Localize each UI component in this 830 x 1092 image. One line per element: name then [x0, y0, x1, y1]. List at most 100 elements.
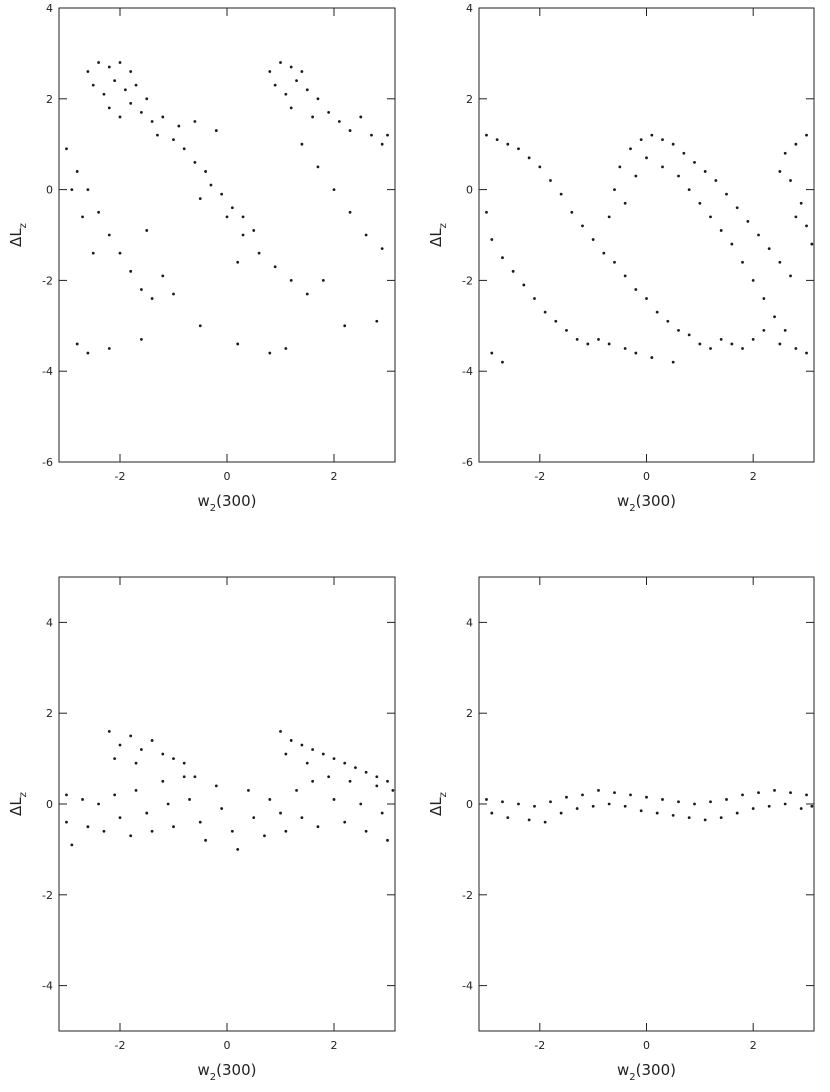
point	[279, 61, 282, 64]
y-tick-label: 2	[466, 707, 473, 720]
point	[735, 206, 739, 210]
point	[517, 147, 520, 151]
point	[332, 757, 336, 760]
point	[134, 83, 138, 87]
point	[241, 233, 245, 237]
point	[698, 201, 702, 205]
point	[645, 795, 648, 799]
point	[295, 788, 298, 792]
point	[97, 210, 100, 214]
point	[150, 739, 154, 742]
point	[182, 147, 186, 151]
point	[252, 229, 256, 232]
point	[741, 347, 744, 350]
point	[613, 791, 616, 795]
point	[629, 147, 632, 151]
point	[284, 829, 288, 833]
x-label-sub: 2	[629, 503, 635, 514]
point	[220, 807, 224, 810]
point	[485, 210, 488, 214]
x-tick-label: -2	[534, 1039, 545, 1052]
point	[789, 274, 792, 278]
y-tick-label: -6	[462, 456, 473, 469]
point	[538, 165, 542, 169]
point	[220, 192, 224, 196]
point	[102, 92, 106, 96]
point	[671, 813, 675, 817]
point	[607, 802, 611, 806]
point	[671, 142, 675, 146]
point	[767, 804, 771, 808]
point	[565, 795, 568, 799]
point	[107, 347, 111, 350]
point	[300, 743, 304, 747]
y-label-base: ΔL	[7, 228, 25, 247]
point	[118, 61, 122, 64]
point	[810, 804, 814, 808]
point	[805, 351, 808, 355]
point	[661, 165, 664, 169]
point	[359, 802, 363, 806]
point	[134, 788, 138, 792]
point	[693, 160, 696, 164]
point	[495, 138, 499, 142]
point	[703, 170, 707, 173]
point	[623, 804, 627, 808]
y-tick-label: 2	[466, 93, 473, 106]
point	[332, 188, 336, 192]
point	[145, 97, 149, 101]
point	[506, 142, 510, 146]
point	[751, 279, 755, 282]
point	[172, 292, 175, 296]
point	[709, 347, 712, 350]
point	[634, 351, 638, 355]
point	[391, 788, 395, 792]
point	[730, 342, 734, 346]
point	[70, 843, 74, 847]
point	[783, 328, 787, 332]
y-label-sub: z	[438, 223, 449, 228]
point	[113, 79, 117, 83]
plot-frame	[478, 576, 815, 1032]
point	[214, 129, 218, 132]
point	[607, 215, 611, 219]
point	[172, 825, 175, 829]
y-label-base: ΔL	[427, 797, 445, 816]
point	[709, 215, 712, 219]
point	[639, 138, 643, 142]
point	[490, 811, 494, 815]
point	[311, 779, 315, 783]
point	[778, 260, 782, 264]
point	[327, 775, 331, 779]
point	[263, 834, 266, 838]
point	[198, 324, 202, 328]
y-tick-label: 0	[46, 184, 53, 197]
point	[533, 297, 536, 300]
point	[86, 70, 90, 73]
point	[655, 811, 659, 815]
y-tick-label: 0	[466, 184, 473, 197]
y-label-base: ΔL	[427, 228, 445, 247]
x-tick-label: 0	[643, 470, 650, 483]
point	[113, 757, 117, 760]
point	[86, 825, 90, 829]
x-tick-label: -2	[534, 470, 545, 483]
x-axis-label: w2(300)	[617, 1061, 676, 1083]
point	[65, 820, 68, 824]
y-tick-label: 0	[46, 798, 53, 811]
point	[123, 88, 127, 92]
point	[490, 238, 494, 241]
point	[268, 351, 272, 355]
point	[354, 766, 357, 770]
point	[75, 170, 79, 173]
y-tick-label: 4	[466, 616, 473, 629]
x-tick-label: 2	[750, 1039, 757, 1052]
point	[789, 791, 792, 795]
point	[799, 807, 803, 810]
point	[81, 798, 84, 801]
point	[666, 319, 670, 323]
point	[97, 61, 100, 64]
point	[289, 65, 293, 69]
point	[166, 802, 170, 806]
